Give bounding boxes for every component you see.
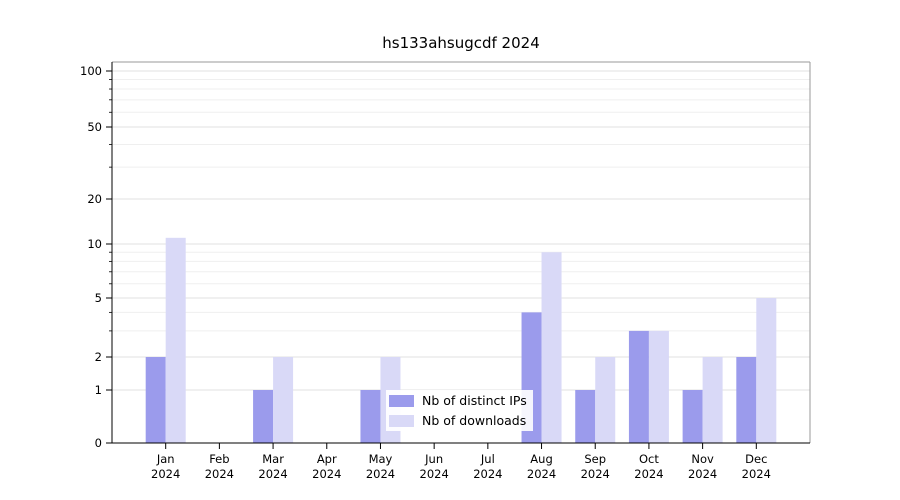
bar-downloads	[756, 298, 777, 443]
legend-item: Nb of downloads	[389, 413, 527, 428]
x-tick-label-year: 2024	[420, 467, 449, 481]
x-tick-label-month: Feb	[209, 452, 229, 466]
bar-distinct-ips	[682, 390, 703, 443]
x-tick-label-month: Apr	[317, 452, 337, 466]
y-tick-label: 20	[87, 192, 102, 206]
bar-downloads	[595, 357, 616, 443]
x-tick-label-month: Jul	[480, 452, 495, 466]
bar-distinct-ips	[253, 390, 274, 443]
y-tick-label: 100	[80, 64, 102, 78]
x-tick-label-month: Jan	[156, 452, 175, 466]
legend-label-downloads: Nb of downloads	[422, 413, 527, 428]
bar-distinct-ips	[360, 390, 381, 443]
bar-downloads	[648, 330, 669, 443]
x-tick-label-year: 2024	[205, 467, 234, 481]
legend-item: Nb of distinct IPs	[389, 393, 527, 408]
bar-distinct-ips	[736, 357, 757, 443]
legend: Nb of distinct IPs Nb of downloads	[386, 390, 533, 431]
x-tick-label-year: 2024	[151, 467, 180, 481]
x-tick-label-month: Aug	[530, 452, 552, 466]
legend-label-distinct-ips: Nb of distinct IPs	[422, 393, 527, 408]
x-tick-label-month: May	[369, 452, 393, 466]
y-tick-label: 10	[87, 237, 102, 251]
y-tick-label: 1	[95, 383, 102, 397]
chart-title: hs133ahsugcdf 2024	[382, 34, 540, 52]
legend-swatch-distinct-ips	[389, 394, 414, 407]
bar-downloads	[273, 357, 294, 443]
y-tick-label: 2	[95, 350, 102, 364]
x-tick-label-year: 2024	[473, 467, 502, 481]
x-tick-label-year: 2024	[366, 467, 395, 481]
y-tick-label: 0	[95, 436, 102, 450]
x-tick-label-month: Nov	[691, 452, 714, 466]
x-tick-label-year: 2024	[527, 467, 556, 481]
bar-distinct-ips	[628, 330, 649, 443]
bar-distinct-ips	[575, 390, 596, 443]
x-tick-label-year: 2024	[634, 467, 663, 481]
x-tick-label-month: Mar	[262, 452, 284, 466]
x-tick-label-year: 2024	[312, 467, 341, 481]
legend-swatch-downloads	[389, 414, 414, 427]
bar-downloads	[702, 357, 723, 443]
bar-downloads	[165, 237, 186, 443]
x-tick-label-month: Dec	[745, 452, 767, 466]
x-tick-label-year: 2024	[581, 467, 610, 481]
x-tick-label-year: 2024	[258, 467, 287, 481]
y-tick-label: 50	[87, 120, 102, 134]
x-tick-label-year: 2024	[742, 467, 771, 481]
bar-distinct-ips	[145, 357, 166, 443]
x-tick-label-month: Oct	[639, 452, 659, 466]
x-tick-label-month: Sep	[584, 452, 606, 466]
y-tick-label: 5	[95, 291, 102, 305]
x-tick-label-year: 2024	[688, 467, 717, 481]
x-tick-label-month: Jun	[424, 452, 443, 466]
bar-downloads	[541, 252, 562, 443]
